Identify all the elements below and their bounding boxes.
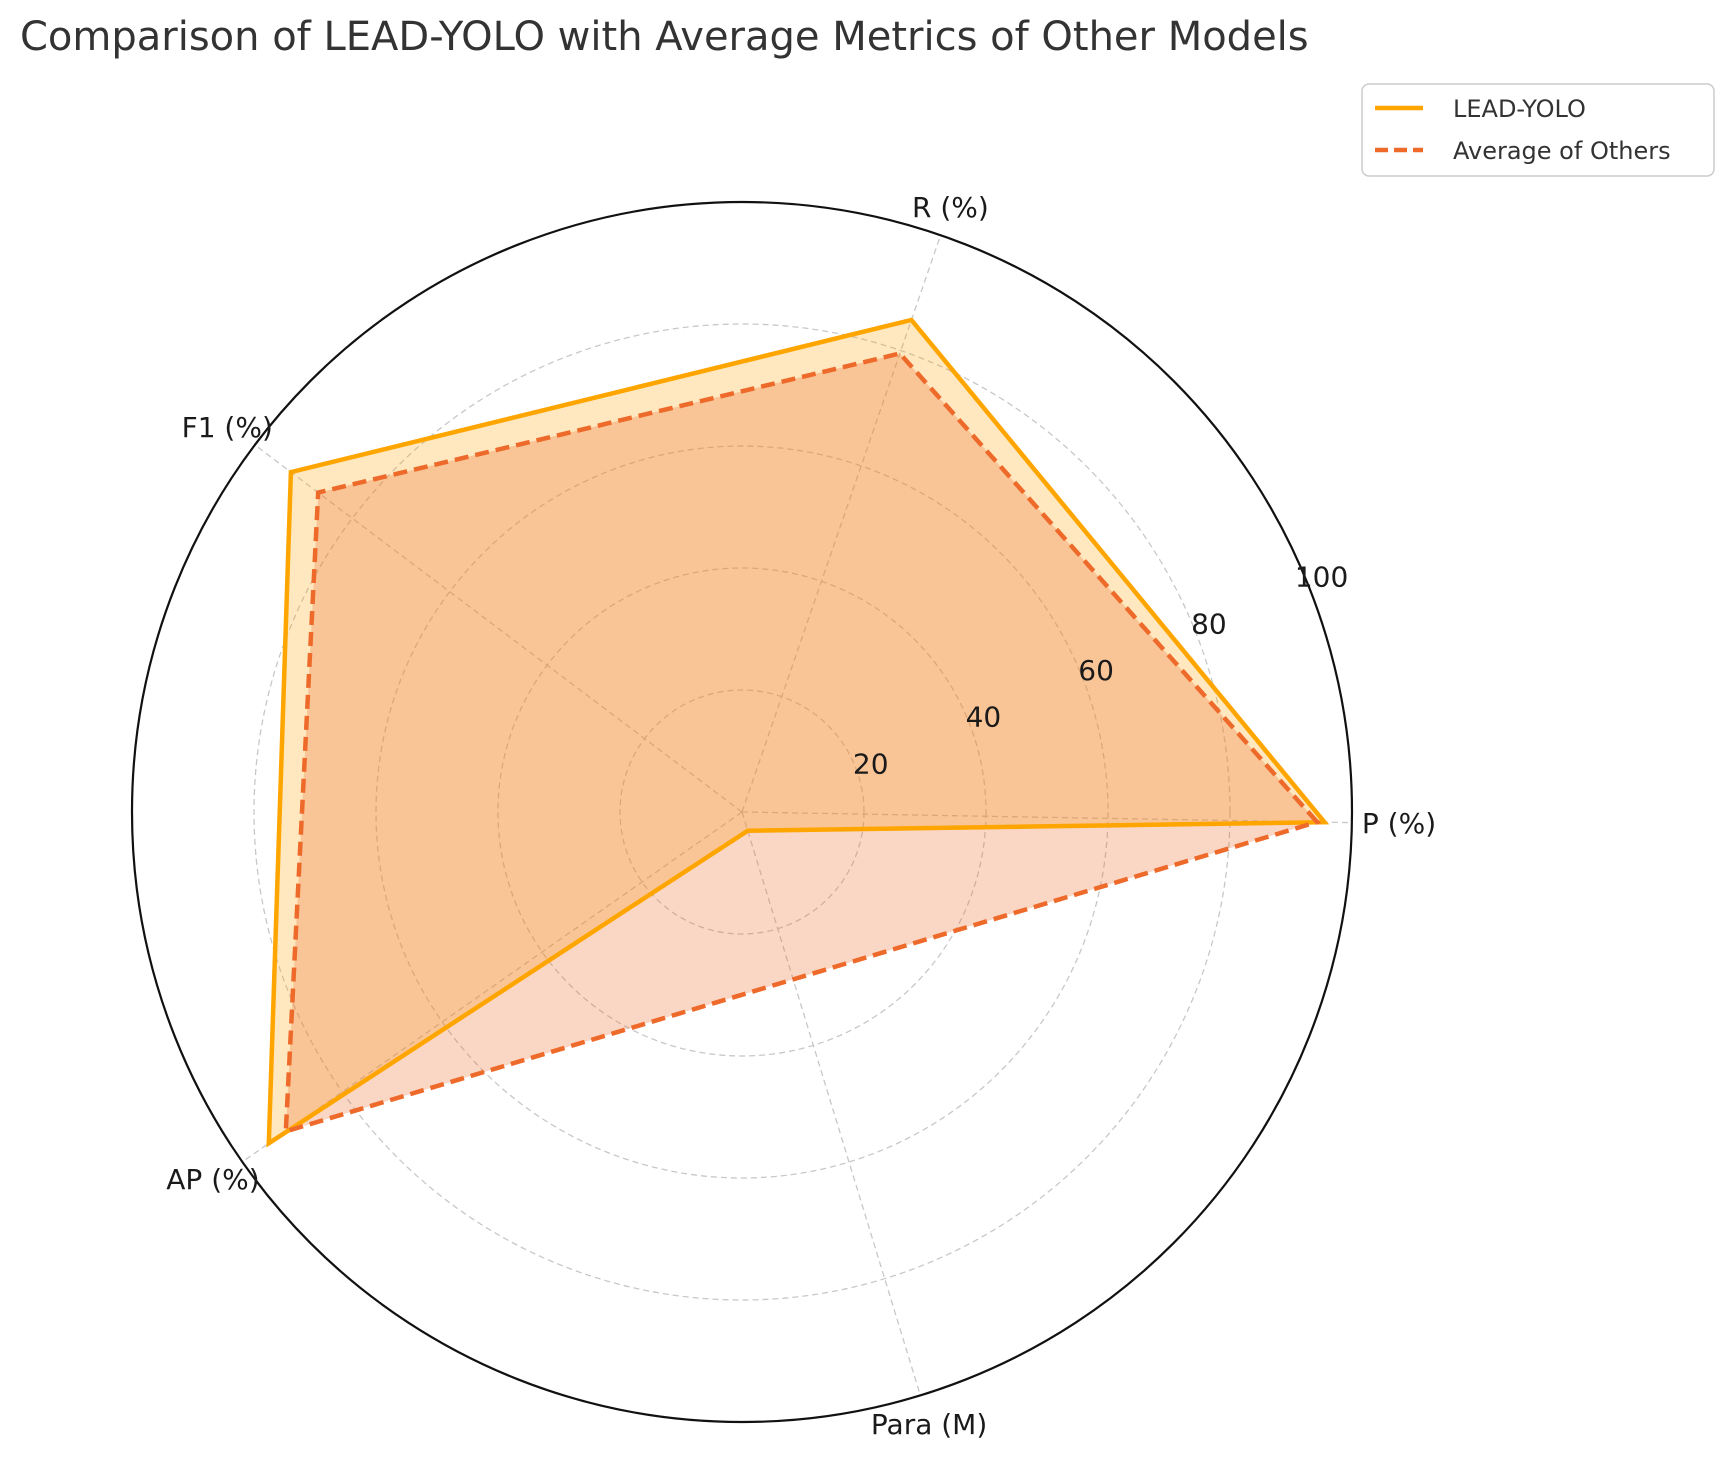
axis-label-r: R (%) (912, 191, 989, 224)
legend: LEAD-YOLO Average of Others (1361, 83, 1715, 177)
radial-tick-label-100: 100 (1295, 561, 1348, 594)
radar-labels: P (%) R (%) F1 (%) AP (%) Para (M) 20 40 60 80 10… (166, 191, 1436, 1441)
legend-label-lead-yolo: LEAD-YOLO (1453, 95, 1586, 123)
radial-tick-label-80: 80 (1191, 607, 1227, 640)
chart-title: Comparison of LEAD-YOLO with Average Met… (20, 14, 1309, 60)
radial-tick-label-20: 20 (853, 747, 889, 780)
series-line-lead-yolo (266, 317, 1330, 1148)
axis-label-ap: AP (%) (166, 1163, 259, 1196)
series-line-average-of-others (283, 350, 1322, 1135)
radar-grid (130, 200, 1354, 1424)
grid-spoke-r (741, 235, 942, 813)
axis-label-f1: F1 (%) (182, 411, 273, 444)
axis-label-p: P (%) (1362, 807, 1436, 840)
polar-frame (130, 200, 1354, 1424)
grid-circle-60 (375, 445, 1109, 1179)
series-fill-lead-yolo (268, 320, 1325, 1144)
legend-label-average-of-others: Average of Others (1453, 137, 1671, 165)
radial-tick-label-40: 40 (966, 701, 1002, 734)
legend-box (1361, 83, 1715, 177)
axis-label-para-m: Para (M) (871, 1408, 987, 1441)
series-fill-average-of-others (285, 353, 1318, 1132)
grid-spoke-f1 (254, 444, 743, 813)
grid-circle-40 (497, 567, 987, 1057)
grid-circle-20 (619, 689, 865, 935)
radial-tick-label-60: 60 (1078, 654, 1114, 687)
grid-circle-80 (253, 323, 1231, 1301)
grid-spoke-p (741, 811, 1352, 824)
radar-series (266, 317, 1330, 1148)
grid-spoke-para-m (741, 811, 921, 1396)
grid-spoke-ap (241, 811, 743, 1163)
